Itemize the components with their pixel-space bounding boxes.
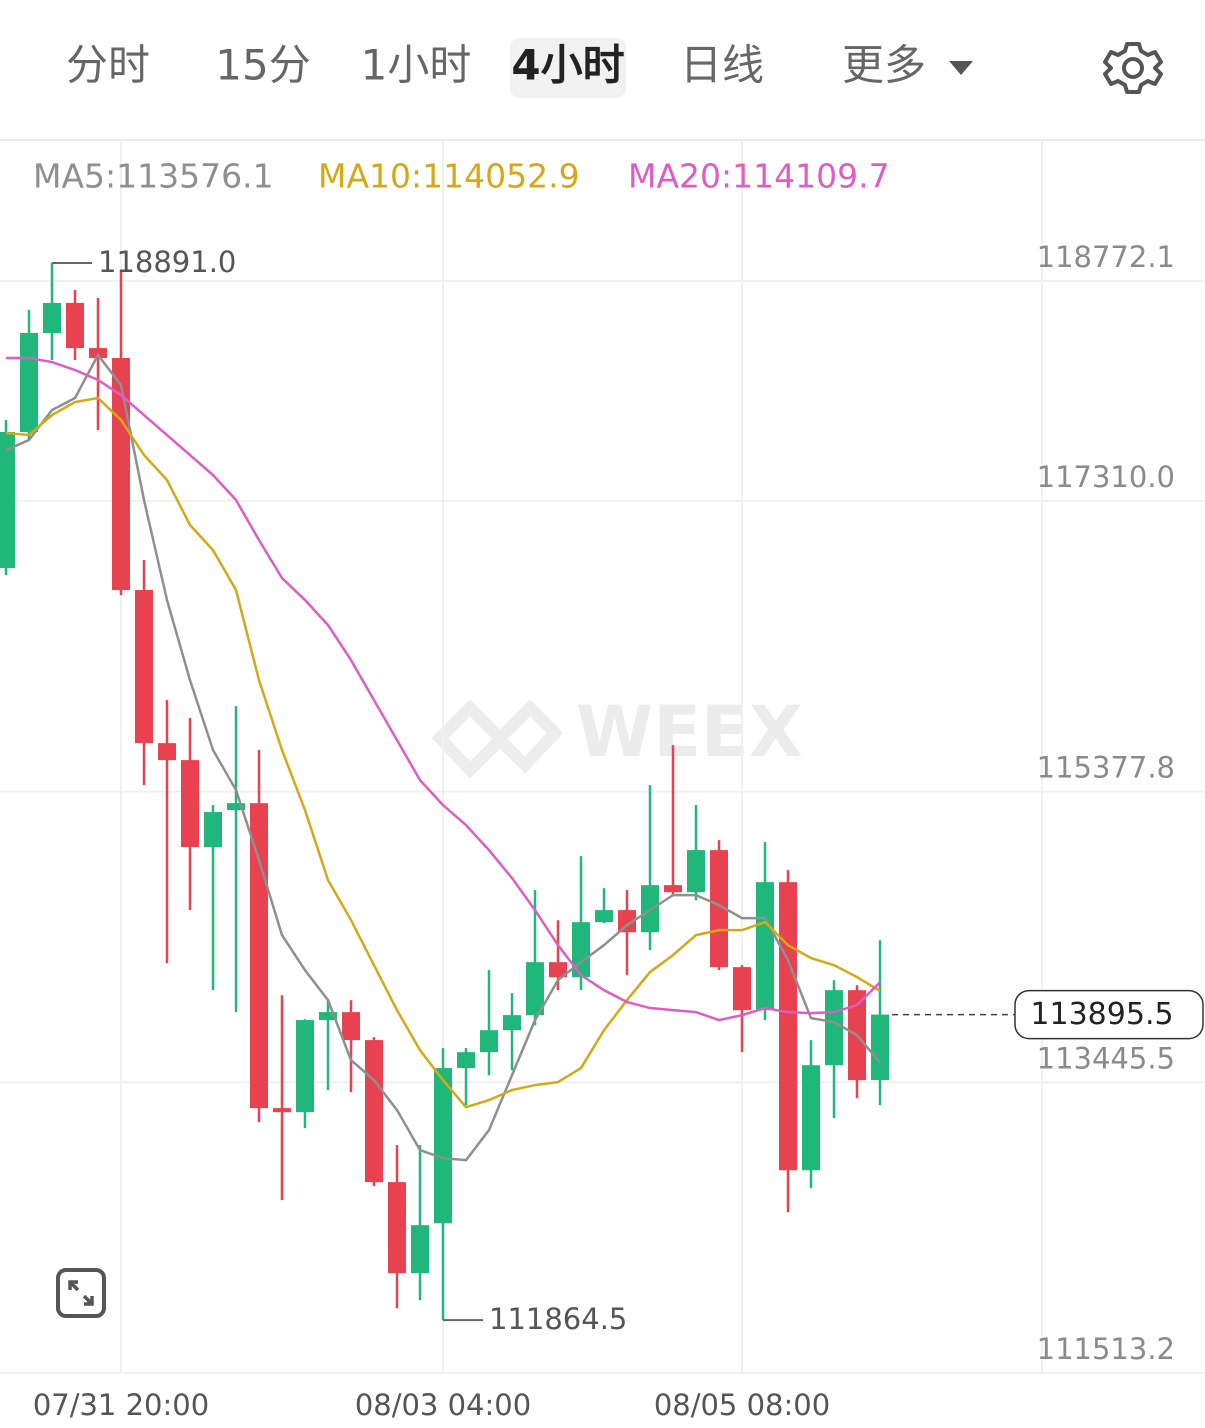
candle-body	[181, 760, 199, 848]
ma-line	[6, 356, 881, 1022]
candle-body	[273, 1108, 291, 1113]
legend-entry: MA10:114052.9	[318, 157, 580, 196]
last-price-box	[1014, 989, 1204, 1040]
candle-body	[503, 1015, 521, 1031]
candle-body	[572, 922, 590, 978]
tab[interactable]: 更多	[842, 41, 926, 90]
legend-entry: MA20:114109.7	[628, 157, 890, 196]
low-label: 111864.5	[489, 1302, 627, 1336]
candle-body	[825, 990, 843, 1066]
candle-body	[158, 743, 176, 761]
legend-entry: MA5:113576.1	[33, 157, 274, 196]
candle-body	[687, 850, 705, 893]
last-price-label: 113895.5	[1030, 997, 1173, 1032]
candle-body	[526, 962, 544, 1016]
candle-body	[43, 302, 61, 334]
expand-icon[interactable]	[56, 1268, 106, 1318]
candle-body	[66, 302, 84, 349]
expand-arrows	[68, 1280, 94, 1306]
candle-body	[480, 1030, 498, 1053]
candle-body	[871, 1014, 889, 1081]
candle-body	[204, 812, 222, 848]
high-label: 118891.0	[98, 245, 236, 279]
x-tick-label: 07/31 20:00	[33, 1388, 209, 1422]
candle-body	[20, 333, 38, 433]
candle-body	[710, 850, 728, 968]
candle-body	[664, 885, 682, 893]
watermark-logo	[431, 699, 564, 779]
candle-body	[618, 910, 636, 933]
y-tick-label: 115377.8	[1037, 751, 1175, 785]
y-tick-label: 118772.1	[1037, 240, 1175, 274]
y-tick-label: 113445.5	[1037, 1041, 1175, 1075]
candle-body	[135, 589, 153, 744]
candle-body	[250, 803, 268, 1109]
candle-body	[342, 1012, 360, 1041]
candle-body	[802, 1065, 820, 1171]
candle-body	[319, 1012, 337, 1021]
ma-line	[5, 396, 881, 1109]
candle-body	[733, 967, 751, 1011]
tab-highlight	[510, 38, 626, 98]
tab[interactable]: 15分	[215, 41, 310, 90]
tab[interactable]: 1小时	[361, 41, 472, 90]
x-tick-label: 08/03 04:00	[355, 1388, 531, 1422]
candle-body	[112, 357, 130, 590]
tab[interactable]: 4小时	[511, 41, 624, 90]
gear-center	[1122, 57, 1144, 79]
x-tick-label: 08/05 08:00	[654, 1388, 830, 1422]
candle-body	[779, 882, 797, 1171]
candle-body	[0, 432, 15, 569]
y-tick-label: 111513.2	[1037, 1332, 1175, 1366]
tab[interactable]: 日线	[680, 41, 764, 90]
tab[interactable]: 分时	[66, 41, 150, 90]
gear-outline	[1103, 42, 1163, 94]
ma-line	[5, 352, 881, 1162]
expand-frame	[56, 1268, 106, 1318]
candle-body	[365, 1040, 383, 1183]
watermark-text: WEEX	[576, 691, 803, 773]
watermark-shape	[431, 699, 564, 779]
candle-body	[434, 1068, 452, 1224]
candle-body	[549, 962, 567, 978]
candle-body	[227, 803, 245, 811]
y-tick-label: 117310.0	[1037, 460, 1175, 494]
candle-body	[756, 882, 774, 1011]
candle-body	[388, 1182, 406, 1274]
settings-icon[interactable]	[1103, 42, 1163, 94]
dropdown-arrow	[949, 61, 973, 75]
candle-body	[595, 910, 613, 923]
candle-body	[411, 1225, 429, 1274]
candle-body	[296, 1020, 314, 1113]
candle-body	[457, 1052, 475, 1069]
